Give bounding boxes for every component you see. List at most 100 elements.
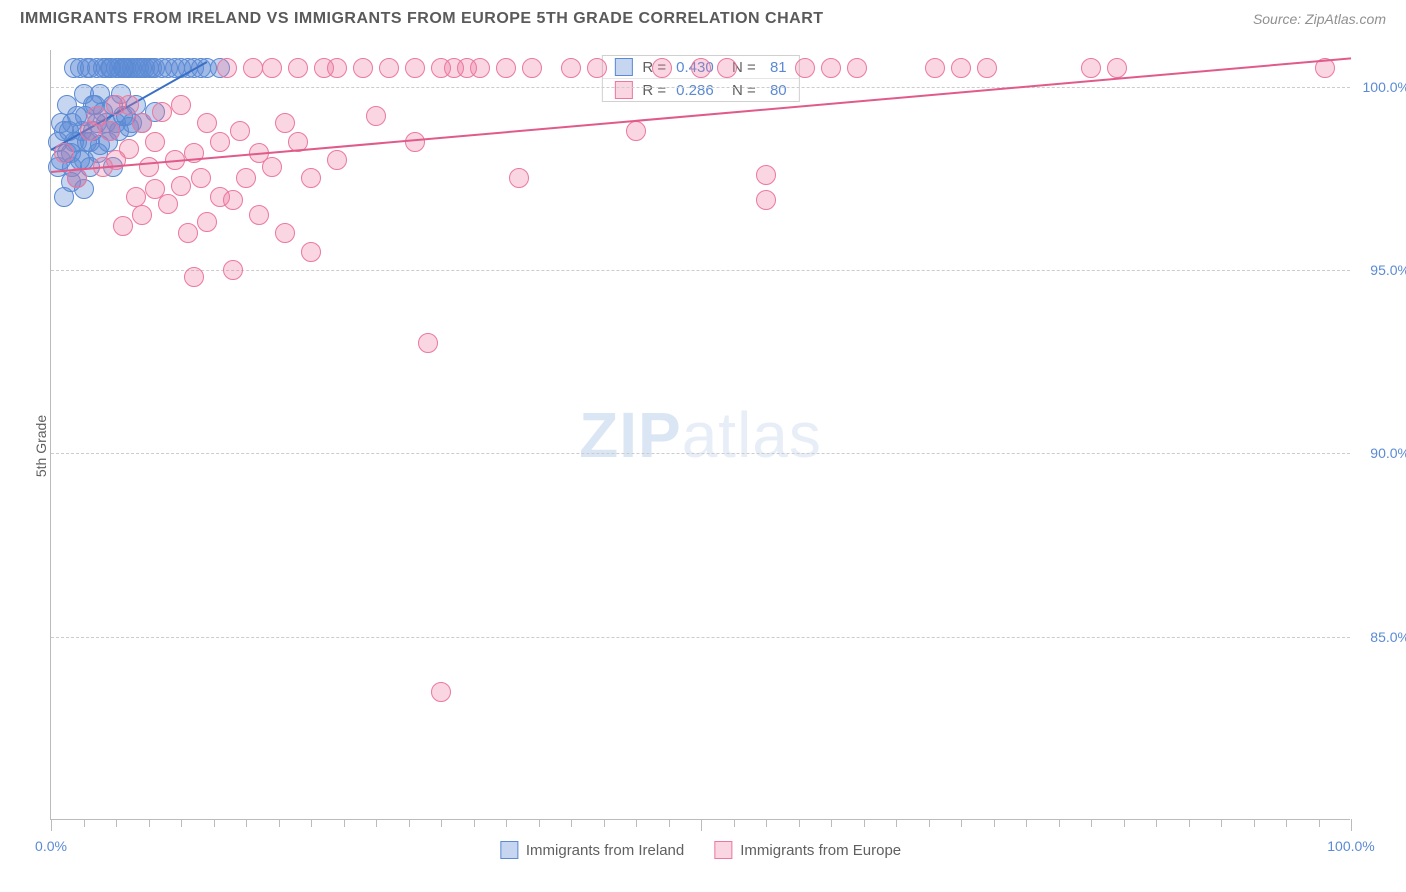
x-tick — [1351, 819, 1352, 831]
scatter-point — [925, 58, 945, 78]
scatter-point — [691, 58, 711, 78]
x-tick — [669, 819, 670, 827]
legend-r-label: R = — [642, 82, 666, 99]
x-tick — [214, 819, 215, 827]
scatter-point — [114, 58, 134, 78]
x-tick — [1124, 819, 1125, 827]
scatter-point — [132, 113, 152, 133]
x-tick — [1059, 819, 1060, 827]
scatter-point — [301, 168, 321, 188]
legend-swatch — [500, 841, 518, 859]
x-tick — [1319, 819, 1320, 827]
source-label: Source: ZipAtlas.com — [1253, 11, 1386, 27]
scatter-point — [119, 95, 139, 115]
scatter-point — [178, 223, 198, 243]
x-tick — [1156, 819, 1157, 827]
x-tick — [1254, 819, 1255, 827]
legend-n-label: N = — [724, 82, 756, 99]
scatter-point — [626, 121, 646, 141]
series-legend: Immigrants from Ireland Immigrants from E… — [500, 841, 901, 859]
x-tick — [766, 819, 767, 827]
x-tick — [84, 819, 85, 827]
scatter-point — [191, 168, 211, 188]
scatter-point — [327, 150, 347, 170]
gridline-h — [51, 453, 1350, 454]
scatter-point — [223, 260, 243, 280]
scatter-point — [171, 95, 191, 115]
scatter-point — [158, 194, 178, 214]
scatter-point — [210, 132, 230, 152]
scatter-point — [132, 205, 152, 225]
scatter-point — [847, 58, 867, 78]
scatter-point — [139, 157, 159, 177]
scatter-point — [152, 102, 172, 122]
scatter-point — [717, 58, 737, 78]
gridline-h — [51, 87, 1350, 88]
scatter-point — [217, 58, 237, 78]
scatter-point — [1081, 58, 1101, 78]
scatter-point — [119, 139, 139, 159]
x-tick — [929, 819, 930, 827]
x-tick — [994, 819, 995, 827]
scatter-point — [262, 157, 282, 177]
x-tick — [506, 819, 507, 827]
y-axis-label: 5th Grade — [33, 415, 49, 477]
x-tick — [831, 819, 832, 827]
x-tick — [799, 819, 800, 827]
scatter-point — [249, 205, 269, 225]
scatter-point — [288, 58, 308, 78]
x-tick — [246, 819, 247, 827]
scatter-point — [223, 190, 243, 210]
x-tick — [311, 819, 312, 827]
x-tick-label: 0.0% — [35, 838, 67, 854]
y-tick-label: 90.0% — [1355, 445, 1406, 461]
gridline-h — [51, 270, 1350, 271]
x-tick — [1189, 819, 1190, 827]
legend-n-value: 80 — [766, 82, 787, 99]
series-legend-item: Immigrants from Europe — [714, 841, 901, 859]
x-tick — [376, 819, 377, 827]
y-tick-label: 100.0% — [1355, 79, 1406, 95]
watermark-atlas: atlas — [682, 399, 822, 471]
legend-swatch — [614, 81, 632, 99]
scatter-point — [496, 58, 516, 78]
scatter-point — [236, 168, 256, 188]
scatter-point — [353, 58, 373, 78]
scatter-point — [275, 113, 295, 133]
scatter-point — [113, 216, 133, 236]
legend-swatch — [614, 58, 632, 76]
x-tick — [1026, 819, 1027, 827]
scatter-point — [652, 58, 672, 78]
x-tick — [344, 819, 345, 827]
x-tick — [51, 819, 52, 831]
scatter-point — [126, 187, 146, 207]
x-tick-label: 100.0% — [1327, 838, 1374, 854]
x-tick — [1286, 819, 1287, 827]
x-tick — [636, 819, 637, 827]
scatter-point — [366, 106, 386, 126]
x-tick — [1091, 819, 1092, 827]
scatter-point — [431, 682, 451, 702]
y-tick-label: 95.0% — [1355, 262, 1406, 278]
series-legend-label: Immigrants from Ireland — [526, 842, 684, 859]
x-tick — [701, 819, 702, 831]
x-tick — [409, 819, 410, 827]
scatter-point — [327, 58, 347, 78]
scatter-point — [145, 132, 165, 152]
x-tick — [181, 819, 182, 827]
x-tick — [474, 819, 475, 827]
scatter-point — [522, 58, 542, 78]
scatter-point — [821, 58, 841, 78]
series-legend-label: Immigrants from Europe — [740, 842, 901, 859]
scatter-point — [795, 58, 815, 78]
scatter-point — [301, 242, 321, 262]
x-tick — [571, 819, 572, 827]
x-tick — [864, 819, 865, 827]
scatter-point — [54, 143, 74, 163]
x-tick — [604, 819, 605, 827]
scatter-point — [977, 58, 997, 78]
scatter-point — [470, 58, 490, 78]
scatter-point — [418, 333, 438, 353]
scatter-point — [756, 190, 776, 210]
scatter-point — [405, 58, 425, 78]
